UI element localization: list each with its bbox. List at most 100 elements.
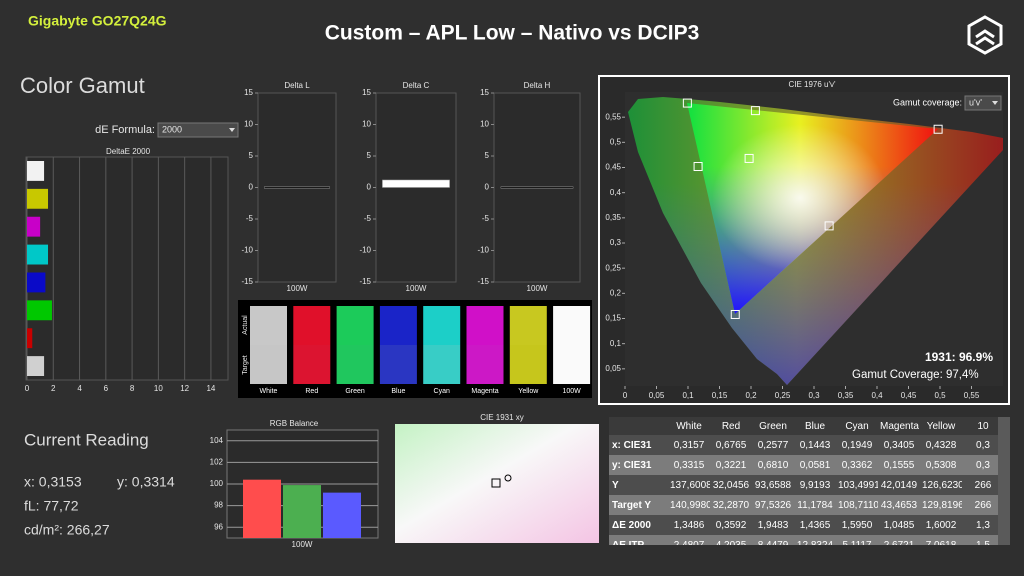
bar [27, 356, 45, 376]
x-tick-label: 0 [623, 391, 628, 400]
table-cell: 2,6721 [878, 535, 920, 545]
bar [500, 186, 574, 189]
point-marker [750, 106, 760, 116]
x-tick-label: 2 [51, 384, 56, 393]
chart-title: Delta L [284, 81, 310, 90]
x-tick-label: 0,05 [649, 391, 665, 400]
actual-swatch [293, 306, 331, 345]
x-tick-label: 0,45 [901, 391, 917, 400]
y-tick-label: 10 [244, 120, 253, 129]
y-tick-label: 0,25 [605, 263, 621, 272]
reading-luminance: cd/m²: 266,27 [24, 522, 110, 538]
actual-swatch [466, 306, 504, 345]
y-tick-label: 15 [244, 88, 253, 97]
actual-swatch [379, 306, 417, 345]
target-swatch [466, 345, 504, 384]
reading-fl: fL: 77,72 [24, 498, 79, 514]
coverage-select[interactable]: u'v' [964, 95, 1002, 111]
table-cell: 0,5308 [920, 455, 962, 475]
row-label: ΔE 2000 [609, 515, 668, 535]
logo [967, 15, 1003, 55]
table-cell: 0,6765 [710, 435, 752, 455]
y-tick-label: 0 [367, 183, 372, 192]
table-cell: 43,4653 [878, 495, 920, 515]
table-row: y: CIE31 0,3315 0,3221 0,6810 0,0581 0,3362 0,… [609, 455, 998, 475]
y-tick-label: 10 [480, 120, 489, 129]
table-cell: 32,2870 [710, 495, 752, 515]
swatch-name: Blue [391, 388, 405, 395]
actual-swatch [423, 306, 461, 345]
table-cell: 4,2035 [710, 535, 752, 545]
y-tick-label: 5 [249, 151, 254, 160]
table-cell: 137,6008 [668, 475, 710, 495]
select-value[interactable]: 2000 [162, 124, 182, 134]
x-tick-label: 0,2 [745, 391, 757, 400]
row-label: Target Y [609, 495, 668, 515]
table-cell: 103,4991 [836, 475, 878, 495]
bar [27, 244, 49, 265]
target-marker [491, 478, 501, 488]
x-tick-label: 8 [130, 384, 135, 393]
chart-title: Delta H [524, 81, 551, 90]
chart-title: Delta C [403, 81, 430, 90]
actual-swatch [509, 306, 547, 345]
scrollbar[interactable] [998, 417, 1010, 545]
table-cell: 0,3405 [878, 435, 920, 455]
y-tick-label: -10 [241, 246, 253, 255]
table-row: Y 137,6008 32,0456 93,6588 9,9193 103,4991 42,… [609, 475, 998, 495]
swatch-name: Yellow [518, 388, 539, 395]
x-tick-label: 4 [77, 384, 82, 393]
bar [243, 479, 281, 538]
point-marker [730, 309, 740, 319]
table-cell: 0,3 [962, 455, 998, 475]
y-tick-label: 0,55 [605, 112, 621, 121]
select-arrow[interactable] [229, 128, 235, 132]
table-cell: 108,7110 [836, 495, 878, 515]
x-tick-label: 100W [527, 284, 548, 293]
x-tick-label: 10 [154, 384, 163, 393]
reading-y: y: 0,3314 [117, 474, 175, 490]
select-box[interactable] [157, 122, 239, 138]
header-cell: Green [759, 420, 787, 432]
table-cell: 0,1443 [794, 435, 836, 455]
bar [283, 485, 321, 538]
select-box[interactable] [964, 95, 1002, 111]
swatch-name: Magenta [471, 388, 498, 395]
y-tick-label: 0,1 [610, 339, 622, 348]
actual-swatch [250, 306, 287, 345]
x-tick-label: 0,15 [712, 391, 728, 400]
y-tick-label: 96 [214, 522, 223, 531]
table-cell: 8,4479 [752, 535, 794, 545]
x-tick-label: 0,5 [934, 391, 946, 400]
table-cell: 1,5950 [836, 515, 878, 535]
table-cell: 0,3 [962, 435, 998, 455]
table-cell: 1,3486 [668, 515, 710, 535]
table-cell: 32,0456 [710, 475, 752, 495]
row-label: Y [609, 475, 668, 495]
x-tick-label: 6 [104, 384, 109, 393]
y-tick-label: 104 [210, 436, 224, 445]
bar [323, 492, 361, 538]
page-title: Custom – APL Low – Nativo vs DCIP3 [325, 22, 700, 45]
x-tick-label: 14 [206, 384, 215, 393]
y-tick-label: 0,35 [605, 213, 621, 222]
select-arrow[interactable] [992, 101, 998, 105]
de-formula-select[interactable]: 2000 [157, 122, 239, 138]
row-label: x: CIE31 [609, 435, 668, 455]
gamut-triangle-white [687, 103, 938, 314]
table-cell: 42,0149 [878, 475, 920, 495]
point-marker [744, 153, 754, 163]
table-cell: 1,6002 [920, 515, 962, 535]
select-value[interactable]: u'v' [969, 97, 982, 107]
table-cell: 9,9193 [794, 475, 836, 495]
y-tick-label: 0,4 [610, 188, 622, 197]
table-row: ΔE ITP 2,4807 4,2035 8,4479 12,8324 5,1117 2,6… [609, 535, 998, 545]
point-marker [693, 161, 703, 171]
brand: Gigabyte GO27Q24G [28, 13, 167, 29]
bar [27, 300, 52, 321]
y-tick-label: -10 [477, 246, 489, 255]
swatch-name: Red [305, 388, 318, 395]
table-cell: 12,8324 [794, 535, 836, 545]
